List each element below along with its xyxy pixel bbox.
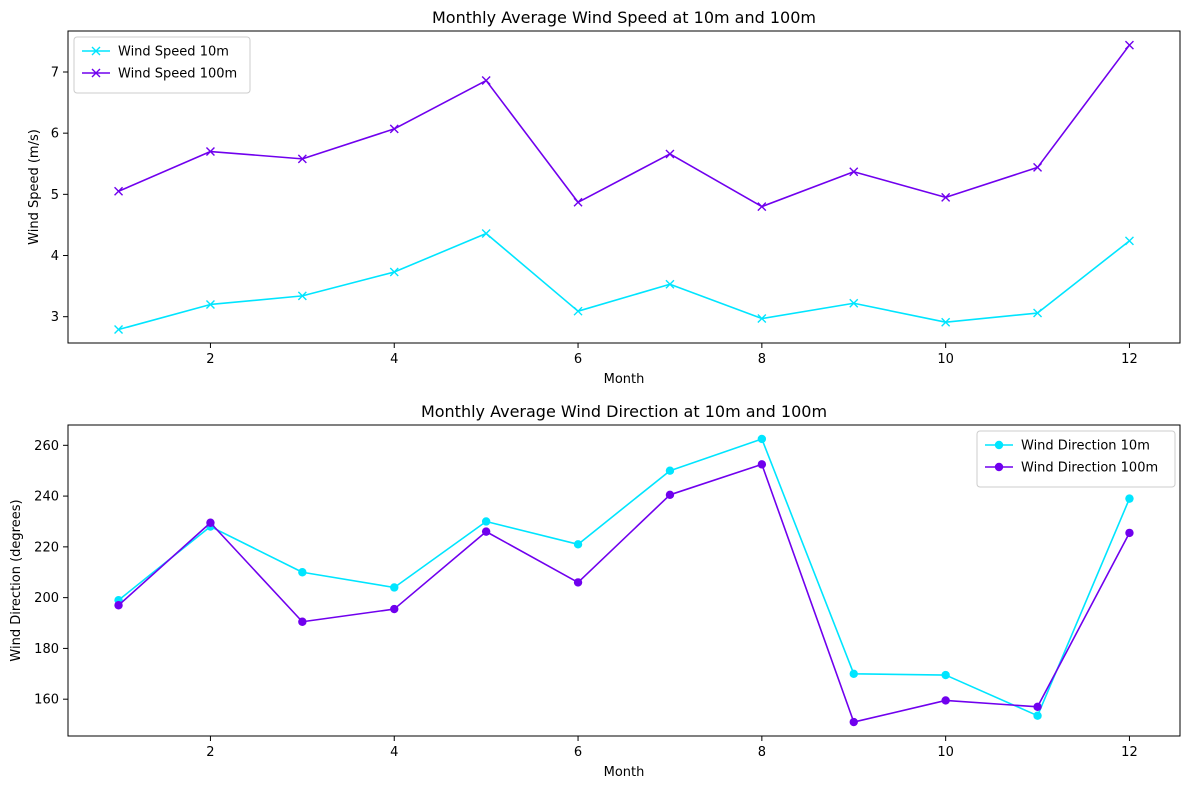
series-line-2: [118, 463, 1131, 723]
y-tick-label: 220: [34, 540, 59, 555]
data-point: [390, 604, 399, 614]
y-axis-label: Wind Direction (degrees): [9, 499, 24, 661]
data-point: [665, 466, 675, 475]
data-point: [297, 154, 307, 164]
data-point: [573, 540, 583, 549]
data-point: [481, 228, 491, 238]
y-tick-label: 3: [51, 310, 59, 325]
series-group: [114, 40, 1134, 335]
data-point: [114, 325, 124, 335]
data-point: [757, 314, 767, 324]
series-line-1: [118, 232, 1130, 331]
legend: Wind Speed 10m Wind Speed 100m: [73, 36, 251, 94]
data-point: [205, 299, 215, 309]
legend-marker: [91, 68, 101, 78]
y-tick-label: 240: [34, 490, 59, 505]
data-point: [1124, 40, 1134, 50]
data-point: [1033, 711, 1042, 720]
data-point: [849, 167, 859, 177]
data-point: [573, 197, 583, 207]
legend-box: [73, 36, 251, 94]
chart-1: Monthly Average Wind Speed at 10m and 10…: [27, 8, 1181, 387]
chart-2: Monthly Average Wind Direction at 10m an…: [9, 402, 1181, 780]
x-tick-label: 4: [390, 745, 398, 760]
data-point: [298, 617, 307, 626]
data-point: [941, 317, 951, 327]
data-point: [1033, 702, 1042, 712]
y-tick-label: 4: [51, 249, 59, 264]
data-point: [1125, 494, 1134, 503]
legend-box: [976, 430, 1176, 488]
data-point: [1033, 162, 1043, 172]
plot-frame: [67, 424, 1181, 737]
data-point: [205, 147, 215, 157]
x-tick-label: 6: [574, 352, 582, 367]
y-tick-label: 5: [51, 188, 59, 203]
data-point: [114, 186, 124, 196]
data-point: [298, 568, 307, 577]
x-tick-label: 10: [937, 745, 954, 760]
series-line-1: [118, 438, 1131, 717]
x-tick-label: 10: [937, 352, 954, 367]
data-point: [849, 717, 858, 727]
x-tick-label: 8: [758, 745, 766, 760]
data-point: [206, 518, 215, 527]
y-tick-label: 7: [51, 65, 59, 80]
data-point: [481, 527, 491, 536]
data-point: [665, 279, 675, 289]
legend: Wind Direction 10m Wind Direction 100m: [976, 430, 1176, 488]
data-point: [1124, 236, 1134, 246]
data-point: [297, 291, 307, 301]
chart-title: Monthly Average Wind Direction at 10m an…: [421, 402, 827, 421]
data-point: [481, 517, 491, 526]
x-tick-label: 12: [1121, 352, 1138, 367]
data-point: [941, 670, 950, 680]
data-point: [573, 578, 583, 587]
series-line-2: [118, 44, 1131, 208]
y-tick-label: 6: [51, 127, 59, 142]
data-point: [757, 434, 767, 444]
x-tick-label: 2: [206, 745, 214, 760]
x-axis-label: Month: [604, 765, 645, 780]
legend-marker: [91, 46, 101, 56]
legend-label: Wind Direction 10m: [1021, 439, 1150, 454]
y-tick-label: 200: [34, 591, 59, 606]
series-group: [114, 434, 1134, 727]
data-point: [665, 149, 675, 159]
plot-frame: [67, 30, 1181, 344]
data-point: [849, 298, 859, 308]
data-point: [941, 696, 950, 705]
legend-label: Wind Direction 100m: [1021, 461, 1158, 476]
data-point: [114, 601, 123, 610]
x-tick-label: 8: [758, 352, 766, 367]
legend-label: Wind Speed 10m: [118, 45, 229, 60]
data-point: [757, 202, 767, 212]
legend-marker: [994, 440, 1004, 450]
data-point: [941, 192, 951, 202]
data-point: [665, 490, 675, 500]
data-point: [573, 306, 583, 316]
x-axis-label: Month: [604, 372, 645, 387]
y-tick-label: 260: [34, 439, 59, 454]
data-point: [389, 124, 399, 134]
data-point: [1033, 308, 1043, 318]
x-tick-label: 12: [1121, 745, 1138, 760]
x-tick-label: 2: [206, 352, 214, 367]
y-tick-label: 180: [34, 642, 59, 657]
x-tick-label: 6: [574, 745, 582, 760]
data-point: [389, 267, 399, 277]
data-point: [849, 669, 858, 678]
chart-title: Monthly Average Wind Speed at 10m and 10…: [432, 8, 816, 27]
data-point: [390, 583, 399, 592]
data-point: [1125, 528, 1134, 538]
y-tick-label: 160: [34, 693, 59, 708]
legend-marker: [994, 462, 1004, 472]
legend-label: Wind Speed 100m: [118, 67, 237, 82]
x-tick-label: 4: [390, 352, 398, 367]
y-axis-label: Wind Speed (m/s): [27, 129, 42, 245]
data-point: [757, 460, 767, 469]
data-point: [481, 76, 491, 86]
